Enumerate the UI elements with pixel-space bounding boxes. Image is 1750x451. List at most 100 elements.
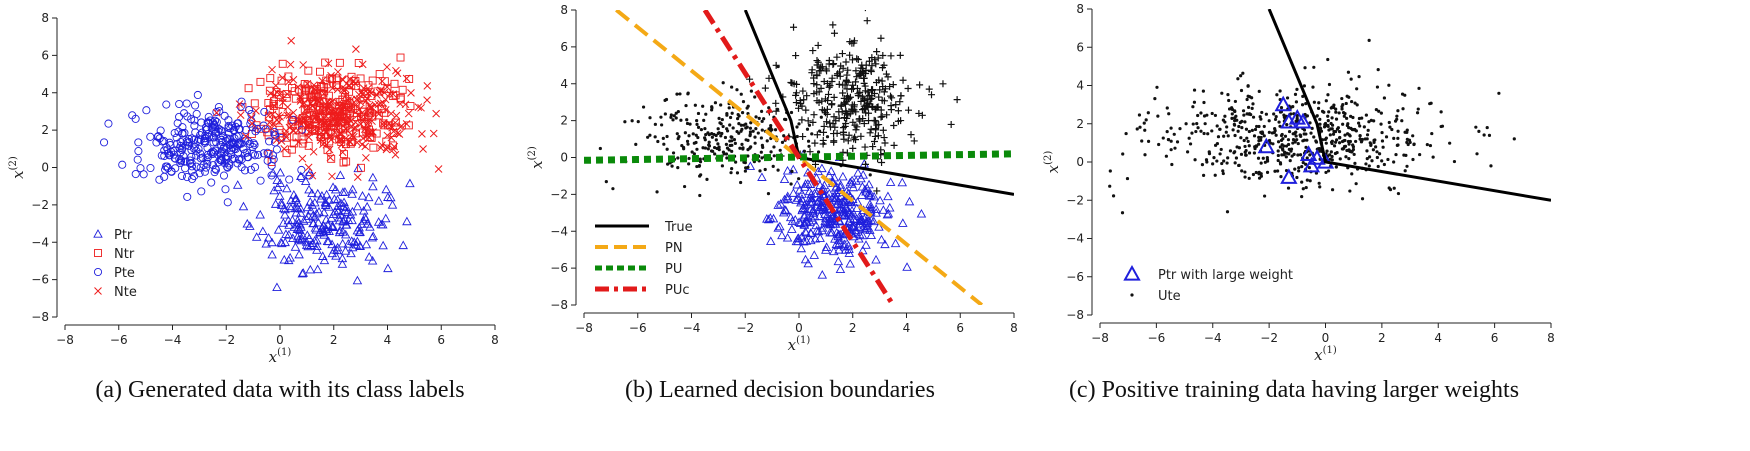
data-point xyxy=(892,101,900,109)
data-point xyxy=(268,65,276,74)
data-point xyxy=(791,195,801,204)
data-point xyxy=(717,116,721,120)
data-point xyxy=(1349,126,1353,130)
data-point xyxy=(1307,166,1311,170)
data-point xyxy=(1360,137,1364,142)
data-point xyxy=(1262,134,1266,138)
x-tick-label: −8 xyxy=(1091,331,1109,345)
data-point xyxy=(402,120,411,128)
data-point xyxy=(324,100,333,108)
data-point xyxy=(1396,109,1400,113)
data-point xyxy=(314,98,323,107)
data-point xyxy=(662,142,666,146)
data-point xyxy=(830,138,838,146)
data-point xyxy=(874,222,884,231)
data-point xyxy=(685,121,690,126)
data-point xyxy=(322,80,331,89)
data-point xyxy=(833,256,844,266)
data-point xyxy=(1111,194,1116,198)
data-point xyxy=(801,227,811,237)
data-point xyxy=(1384,135,1389,139)
data-point xyxy=(381,106,390,114)
data-point xyxy=(216,126,225,135)
data-point xyxy=(916,208,927,218)
data-point xyxy=(1298,133,1303,137)
data-point xyxy=(1340,107,1344,111)
data-point xyxy=(808,69,816,77)
data-point xyxy=(653,135,657,139)
data-point xyxy=(276,200,287,209)
y-tick-label: −4 xyxy=(550,224,568,238)
data-point xyxy=(347,189,357,198)
data-point xyxy=(674,111,678,115)
data-point xyxy=(272,175,282,184)
data-point xyxy=(875,195,885,205)
x-tick-label: 4 xyxy=(1434,331,1442,345)
data-point xyxy=(349,132,358,141)
data-point xyxy=(868,54,876,62)
data-point xyxy=(1221,118,1225,122)
data-point xyxy=(890,122,898,130)
data-point xyxy=(809,250,820,259)
data-point xyxy=(347,117,355,126)
data-point xyxy=(698,160,703,164)
data-point xyxy=(666,162,670,166)
data-point xyxy=(376,86,385,95)
data-point xyxy=(810,132,814,136)
data-point xyxy=(749,89,753,93)
y-tick-label: −6 xyxy=(31,273,49,287)
legend-label-ptr: Ptr xyxy=(114,228,133,243)
data-point xyxy=(174,127,183,136)
data-point xyxy=(1236,77,1240,81)
x-tick-label: −2 xyxy=(1260,331,1278,345)
data-point xyxy=(273,88,281,97)
data-point xyxy=(1400,92,1405,96)
data-point xyxy=(878,96,886,104)
data-point xyxy=(346,103,355,111)
data-point xyxy=(249,139,258,148)
data-point xyxy=(1259,135,1263,140)
data-point xyxy=(1260,130,1264,134)
data-point xyxy=(865,225,875,234)
data-point xyxy=(754,115,758,119)
data-point xyxy=(368,231,378,241)
data-point xyxy=(797,205,807,215)
data-point xyxy=(398,85,407,94)
data-point xyxy=(324,123,333,132)
data-point xyxy=(871,254,881,264)
data-point xyxy=(811,188,822,198)
data-point xyxy=(226,124,235,133)
data-point xyxy=(347,206,358,216)
data-point xyxy=(1405,164,1409,168)
data-point xyxy=(319,140,327,149)
data-point xyxy=(828,100,836,108)
data-point xyxy=(1312,135,1316,139)
data-point xyxy=(731,126,735,130)
data-point xyxy=(691,132,695,136)
data-point xyxy=(1335,138,1339,142)
data-point xyxy=(375,70,384,79)
data-point xyxy=(698,193,702,198)
x-tick-label: −2 xyxy=(736,321,754,335)
data-point xyxy=(1262,124,1266,129)
data-point xyxy=(794,217,804,227)
data-point xyxy=(315,193,326,203)
data-point xyxy=(918,111,926,119)
data-point xyxy=(1259,138,1263,142)
data-point xyxy=(794,185,805,194)
data-point xyxy=(878,77,886,85)
data-point xyxy=(1396,136,1400,140)
data-point xyxy=(1243,170,1247,174)
data-point xyxy=(840,135,848,143)
data-point xyxy=(766,236,776,245)
data-point xyxy=(381,184,391,194)
data-point xyxy=(790,23,798,31)
data-point xyxy=(877,113,885,121)
data-point xyxy=(352,100,361,109)
y-tick-label: 2 xyxy=(560,114,568,128)
data-point xyxy=(1333,151,1338,156)
data-point xyxy=(335,225,345,235)
data-point xyxy=(311,113,320,121)
data-point xyxy=(1165,106,1169,110)
panel-caption: (c) Positive training data having larger… xyxy=(1069,377,1519,403)
